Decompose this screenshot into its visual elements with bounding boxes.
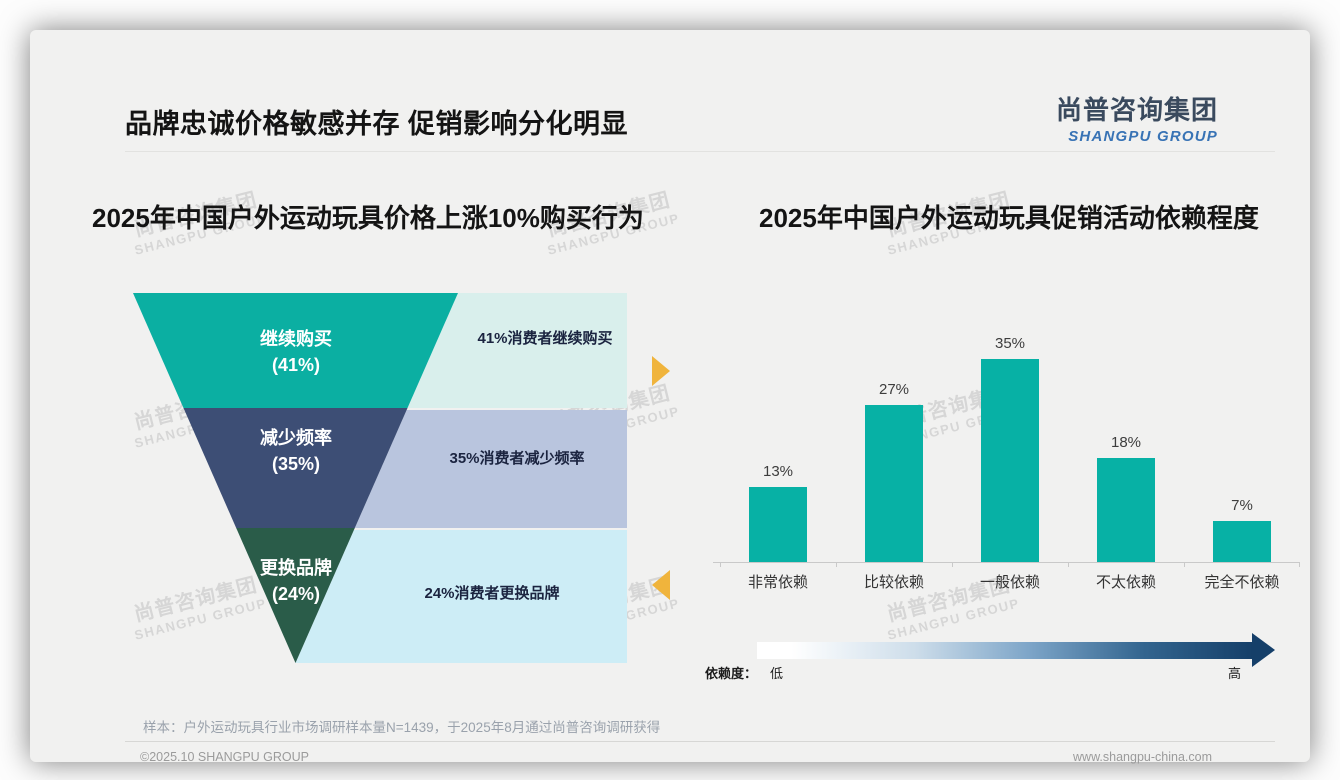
funnel-note-box-1 <box>407 293 627 408</box>
dependency-low-label: 低 <box>770 666 784 681</box>
bar <box>1097 458 1155 562</box>
dependency-high-label: 高 <box>1228 666 1242 681</box>
bar-group: 35% <box>952 330 1068 562</box>
bar-category-label: 一般依赖 <box>979 574 1040 591</box>
arrow-left-icon <box>652 570 670 600</box>
funnel-note-box-3 <box>295 530 627 663</box>
axis-tick <box>720 562 721 567</box>
funnel-note-1: 41%消费者继续购买 <box>477 330 613 347</box>
axis-tick <box>1068 562 1069 567</box>
arrow-right-icon <box>652 356 670 386</box>
company-logo: 尚普咨询集团 SHANGPU GROUP <box>1056 90 1218 145</box>
bar-group: 27% <box>836 330 952 562</box>
company-logo-cn: 尚普咨询集团 <box>1055 95 1218 125</box>
footer-website: www.shangpu-china.com <box>1073 750 1212 764</box>
bar-value-label: 7% <box>1231 497 1253 514</box>
axis-tick <box>836 562 837 567</box>
footer-divider <box>125 741 1275 742</box>
funnel-segment-3-label: 更换品牌 (24%) <box>260 558 332 604</box>
bar <box>1213 521 1271 562</box>
sample-note: 样本：户外运动玩具行业市场调研样本量N=1439，于2025年8月通过尚普咨询调… <box>143 720 661 735</box>
axis-tick <box>1299 562 1300 567</box>
bar-category-label: 不太依赖 <box>1095 574 1156 591</box>
bar-value-label: 18% <box>1110 434 1142 451</box>
funnel-chart-title: 2025年中国户外运动玩具价格上涨10%购买行为 <box>92 203 644 233</box>
funnel-segment-2 <box>183 408 408 528</box>
bar-chart-title: 2025年中国户外运动玩具促销活动依赖程度 <box>759 203 1259 233</box>
funnel-chart <box>133 293 627 663</box>
bar <box>749 487 807 562</box>
funnel-segment-2-label: 减少频率 (35%) <box>260 428 332 474</box>
funnel-note-box-2 <box>354 410 627 528</box>
title-divider <box>125 151 1275 152</box>
bar-category-label: 完全不依赖 <box>1204 574 1280 591</box>
dependency-gradient-bar <box>757 642 1252 659</box>
bar-chart-axis <box>713 562 1300 563</box>
page-title: 品牌忠诚价格敏感并存 促销影响分化明显 <box>125 109 629 139</box>
bar <box>865 405 923 562</box>
bar-value-label: 35% <box>994 335 1026 352</box>
bar-category-label: 非常依赖 <box>747 574 808 591</box>
bar-group: 18% <box>1068 330 1184 562</box>
funnel-note-3: 24%消费者更换品牌 <box>424 585 560 602</box>
slide-card: 品牌忠诚价格敏感并存 促销影响分化明显 尚普咨询集团 SHANGPU GROUP… <box>30 30 1310 764</box>
funnel-segment-1 <box>133 293 458 408</box>
bar-category-label: 比较依赖 <box>863 574 924 591</box>
dependency-axis-name: 依赖度： <box>705 666 758 681</box>
funnel-segment-3 <box>236 528 355 663</box>
footer-copyright: ©2025.10 SHANGPU GROUP <box>140 750 309 764</box>
company-logo-en: SHANGPU GROUP <box>1068 128 1218 145</box>
funnel-note-2: 35%消费者减少频率 <box>449 450 585 467</box>
bar-group: 13% <box>720 330 836 562</box>
axis-tick <box>1184 562 1185 567</box>
bar-value-label: 13% <box>762 463 794 480</box>
bar-value-label: 27% <box>878 381 910 398</box>
funnel-segment-1-label: 继续购买 (41%) <box>260 329 332 375</box>
axis-tick <box>952 562 953 567</box>
bar-group: 7% <box>1184 330 1300 562</box>
dependency-arrowhead-icon <box>1252 633 1275 667</box>
bar <box>981 359 1039 562</box>
